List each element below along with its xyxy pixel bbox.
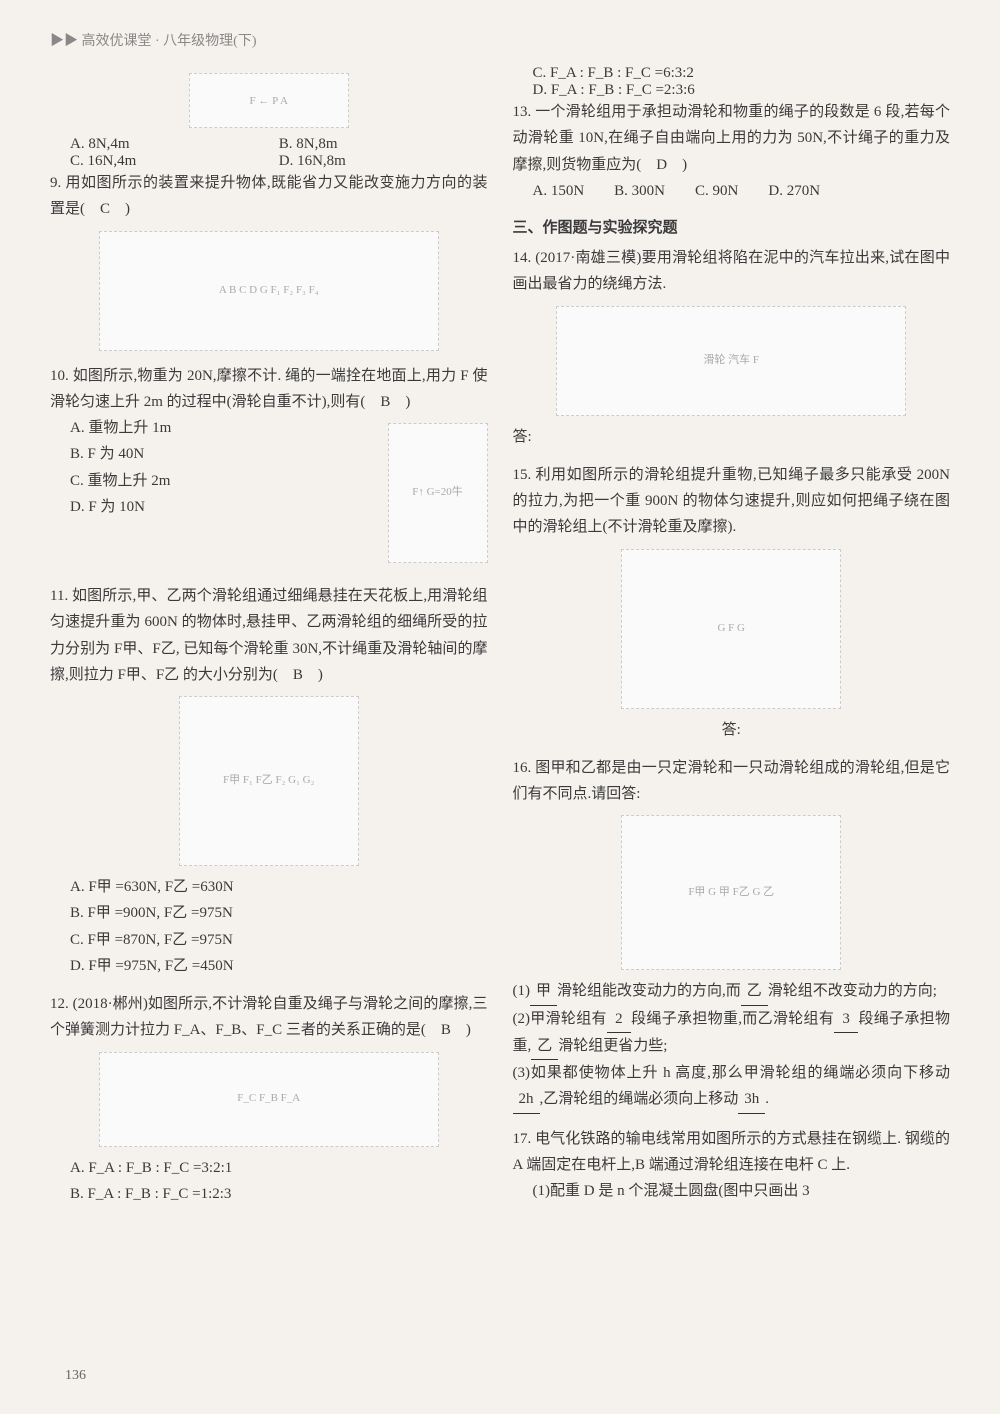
q9-text: 9. 用如图所示的装置来提升物体,既能省力又能改变施力方向的装置是( C ) xyxy=(50,175,488,217)
left-column: F ← P A A. 8N,4m B. 8N,8m C. 16N,4m D. 1… xyxy=(50,65,488,1219)
q11-opt-a: A. F甲 =630N, F乙 =630N xyxy=(70,874,488,900)
q11-opt-b: B. F甲 =900N, F乙 =975N xyxy=(70,900,488,926)
q16-p3: (3)如果都使物体上升 h 高度,那么甲滑轮组的绳端必须向下移动 2h,乙滑轮组的… xyxy=(513,1060,951,1114)
q16-p2-a: (2)甲滑轮组有 xyxy=(513,1011,607,1027)
q15-text: 15. 利用如图所示的滑轮组提升重物,已知绳子最多只能承受 200N 的拉力,为… xyxy=(513,467,951,536)
q13-opt-c: C. 90N xyxy=(695,178,738,204)
q15: 15. 利用如图所示的滑轮组提升重物,已知绳子最多只能承受 200N 的拉力,为… xyxy=(513,462,951,743)
q10-opt-d: D. F 为 10N xyxy=(70,494,388,520)
right-column: C. F_A : F_B : F_C =6:3:2 D. F_A : F_B :… xyxy=(513,65,951,1219)
q8-opt-a: A. 8N,4m xyxy=(70,136,279,153)
q8-opt-c: C. 16N,4m xyxy=(70,153,279,170)
q16-p2-b: 段绳子承担物重,而乙滑轮组有 xyxy=(631,1011,834,1027)
q11-text: 11. 如图所示,甲、乙两个滑轮组通过细绳悬挂在天花板上,用滑轮组匀速提升重为 … xyxy=(50,588,488,683)
q8-diagram: F ← P A xyxy=(189,73,349,128)
q13: 13. 一个滑轮组用于承担动滑轮和物重的绳子的段数是 6 段,若每个动滑轮重 1… xyxy=(513,99,951,204)
q13-opt-d: D. 270N xyxy=(768,178,820,204)
q16-blank-2: 乙 xyxy=(741,978,768,1005)
q17-p1: (1)配重 D 是 n 个混凝土圆盘(图中只画出 3 xyxy=(513,1178,951,1204)
q8-options: A. 8N,4m B. 8N,8m C. 16N,4m D. 16N,8m xyxy=(50,136,488,170)
content-two-column: F ← P A A. 8N,4m B. 8N,8m C. 16N,4m D. 1… xyxy=(50,65,950,1219)
q16-p2: (2)甲滑轮组有2段绳子承担物重,而乙滑轮组有3段绳子承担物重,乙滑轮组更省力些… xyxy=(513,1006,951,1061)
q16-blank-3: 2 xyxy=(607,1006,631,1033)
q12: 12. (2018·郴州)如图所示,不计滑轮自重及绳子与滑轮之间的摩擦,三个弹簧… xyxy=(50,991,488,1207)
q12-opt-c: C. F_A : F_B : F_C =6:3:2 xyxy=(533,65,951,82)
q17-text: 17. 电气化铁路的输电线常用如图所示的方式悬挂在钢缆上. 钢缆的 A 端固定在… xyxy=(513,1131,951,1173)
q13-opt-a: A. 150N xyxy=(533,178,585,204)
q12-opt-b: B. F_A : F_B : F_C =1:2:3 xyxy=(70,1181,488,1207)
q14-text: 14. (2017·南雄三模)要用滑轮组将陷在泥中的汽车拉出来,试在图中画出最省… xyxy=(513,250,951,292)
q14: 14. (2017·南雄三模)要用滑轮组将陷在泥中的汽车拉出来,试在图中画出最省… xyxy=(513,245,951,450)
q16-p1-a: (1) xyxy=(513,983,531,999)
q11-diagram: F甲 F₁ F乙 F₂ G₁ G₂ xyxy=(179,696,359,866)
q10: 10. 如图所示,物重为 20N,摩擦不计. 绳的一端拴在地面上,用力 F 使滑… xyxy=(50,363,488,572)
q14-diagram: 滑轮 汽车 F xyxy=(556,306,906,416)
q16-p3-a: (3)如果都使物体上升 h 高度,那么甲滑轮组的绳端必须向下移动 xyxy=(513,1065,951,1081)
q16-p1-b: 滑轮组能改变动力的方向,而 xyxy=(557,983,741,999)
q16: 16. 图甲和乙都是由一只定滑轮和一只动滑轮组成的滑轮组,但是它们有不同点.请回… xyxy=(513,755,951,1114)
q16-p1-c: 滑轮组不改变动力的方向; xyxy=(768,983,937,999)
q16-p1: (1)甲滑轮组能改变动力的方向,而乙滑轮组不改变动力的方向; xyxy=(513,978,951,1005)
q11-opt-d: D. F甲 =975N, F乙 =450N xyxy=(70,953,488,979)
q10-text: 10. 如图所示,物重为 20N,摩擦不计. 绳的一端拴在地面上,用力 F 使滑… xyxy=(50,368,488,410)
q16-blank-5: 乙 xyxy=(531,1033,558,1060)
page-number: 136 xyxy=(65,1368,86,1384)
q16-diagram: F甲 G 甲 F乙 G 乙 xyxy=(621,815,841,970)
q16-blank-7: 3h xyxy=(738,1086,765,1113)
q16-blank-4: 3 xyxy=(834,1006,858,1033)
q15-diagram: G F G xyxy=(621,549,841,709)
q9: 9. 用如图所示的装置来提升物体,既能省力又能改变施力方向的装置是( C ) A… xyxy=(50,170,488,351)
q13-text: 13. 一个滑轮组用于承担动滑轮和物重的绳子的段数是 6 段,若每个动滑轮重 1… xyxy=(513,104,951,173)
q15-answer-label: 答: xyxy=(722,722,741,738)
q16-blank-1: 甲 xyxy=(530,978,557,1005)
q16-blank-6: 2h xyxy=(513,1086,540,1113)
q13-opt-b: B. 300N xyxy=(614,178,665,204)
q14-answer-label: 答: xyxy=(513,429,532,445)
q12-opt-d: D. F_A : F_B : F_C =2:3:6 xyxy=(533,82,951,99)
section-3-title: 三、作图题与实验探究题 xyxy=(513,216,951,237)
q11-opt-c: C. F甲 =870N, F乙 =975N xyxy=(70,927,488,953)
q16-p3-b: ,乙滑轮组的绳端必须向上移动 xyxy=(540,1091,739,1107)
q11: 11. 如图所示,甲、乙两个滑轮组通过细绳悬挂在天花板上,用滑轮组匀速提升重为 … xyxy=(50,583,488,979)
q16-p3-c: . xyxy=(765,1091,769,1107)
q12-opt-a: A. F_A : F_B : F_C =3:2:1 xyxy=(70,1155,488,1181)
q9-diagram: A B C D G F₁ F₂ F₃ F₄ xyxy=(99,231,439,351)
q12-text: 12. (2018·郴州)如图所示,不计滑轮自重及绳子与滑轮之间的摩擦,三个弹簧… xyxy=(50,996,488,1038)
q10-opt-c: C. 重物上升 2m xyxy=(70,468,388,494)
q16-text: 16. 图甲和乙都是由一只定滑轮和一只动滑轮组成的滑轮组,但是它们有不同点.请回… xyxy=(513,760,951,802)
q12-diagram: F_C F_B F_A xyxy=(99,1052,439,1147)
q17: 17. 电气化铁路的输电线常用如图所示的方式悬挂在钢缆上. 钢缆的 A 端固定在… xyxy=(513,1126,951,1205)
q8-opt-b: B. 8N,8m xyxy=(279,136,488,153)
page-header: ▶▶ 高效优课堂 · 八年级物理(下) xyxy=(50,30,950,50)
q10-diagram: F↑ G=20牛 xyxy=(388,423,488,563)
q10-opt-a: A. 重物上升 1m xyxy=(70,415,388,441)
q8-opt-d: D. 16N,8m xyxy=(279,153,488,170)
q12-options-contd: C. F_A : F_B : F_C =6:3:2 D. F_A : F_B :… xyxy=(513,65,951,99)
q16-p2-d: 滑轮组更省力些; xyxy=(558,1038,667,1054)
q10-opt-b: B. F 为 40N xyxy=(70,441,388,467)
